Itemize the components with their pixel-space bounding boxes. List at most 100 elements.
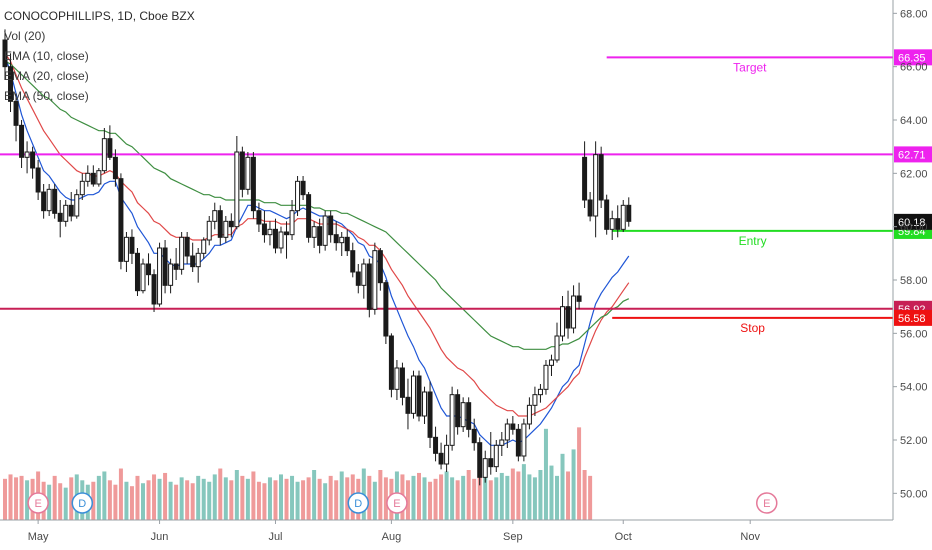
candle-body: [134, 252, 140, 292]
candle-body: [8, 66, 14, 102]
candle-body: [151, 274, 157, 305]
volume-bar: [196, 475, 201, 520]
volume-bar: [152, 474, 157, 520]
candle-body: [250, 156, 256, 212]
candle-body: [372, 250, 378, 310]
candle-body: [620, 204, 626, 230]
candle-body: [30, 151, 36, 169]
volume-bar: [334, 480, 339, 520]
price-tick-label: 52.00: [900, 435, 928, 447]
candle-body: [2, 39, 8, 68]
candle-body: [68, 204, 74, 217]
volume-bar: [218, 468, 223, 520]
candle-body: [190, 255, 196, 268]
level-price-label: 56.58: [898, 313, 926, 325]
volume-bar: [25, 480, 30, 520]
candle-body: [548, 359, 554, 366]
candle-body: [350, 250, 356, 273]
candle-body: [52, 188, 58, 214]
volume-bar: [433, 478, 438, 520]
volume-bar: [113, 484, 118, 520]
level-price-tag: [894, 146, 932, 163]
candle-body: [609, 218, 615, 230]
candle-body: [289, 210, 295, 236]
volume-bar: [417, 472, 421, 520]
legend-title: CONOCOPHILLIPS, 1D, Cboe BZX: [4, 9, 195, 23]
candle-body: [85, 172, 91, 182]
last-price-tag: [894, 213, 932, 230]
candle-body: [74, 194, 80, 217]
volume-bar: [234, 470, 239, 520]
volume-bar: [317, 478, 322, 520]
candle-body: [455, 394, 461, 428]
candle-body: [499, 439, 505, 446]
candle-body: [19, 124, 25, 158]
candle-body: [604, 199, 610, 230]
volume-bar: [538, 470, 543, 520]
legend-line-ema20: EMA (20, close): [4, 69, 89, 83]
candle-body: [582, 156, 588, 201]
candle-body: [267, 228, 273, 236]
candle-body: [339, 236, 345, 244]
candle-body: [184, 236, 190, 257]
candle-body: [510, 423, 516, 430]
candle-body: [422, 391, 428, 417]
candle-body: [96, 170, 102, 185]
time-tick-label: Oct: [615, 531, 632, 543]
candle-body: [565, 306, 571, 329]
candle-body: [504, 423, 510, 441]
candle-body: [388, 335, 394, 390]
volume-bar: [505, 475, 510, 520]
volume-bar: [3, 478, 7, 520]
candle-body: [471, 428, 477, 444]
candle-body: [217, 210, 223, 238]
candle-body: [146, 263, 152, 276]
volume-bar: [543, 428, 548, 520]
volume-bar: [14, 477, 19, 520]
volume-bar: [91, 481, 96, 520]
volume-bar: [549, 465, 554, 520]
candle-body: [179, 236, 185, 270]
time-tick-label: Jul: [268, 531, 282, 543]
volume-bar: [483, 474, 488, 520]
candle-body: [543, 364, 549, 390]
volume-bar: [174, 484, 179, 520]
volume-bar: [405, 480, 410, 520]
price-tick-label: 64.00: [900, 115, 928, 127]
candle-body: [129, 236, 135, 254]
candle-body: [212, 210, 218, 222]
volume-bar: [428, 481, 433, 520]
candle-body: [433, 436, 439, 454]
candle-body: [123, 236, 129, 262]
price-tick-label: 60.00: [900, 222, 928, 234]
candle-body: [63, 204, 69, 222]
candle-body: [477, 442, 483, 478]
dividend-event-icon: [71, 492, 94, 514]
volume-bar: [118, 468, 123, 520]
candle-body: [228, 220, 234, 228]
volume-bar: [19, 475, 24, 520]
candle-body: [554, 335, 560, 361]
volume-bar: [240, 475, 245, 520]
price-tick-label: 62.00: [900, 168, 928, 180]
time-tick-label: May: [28, 531, 49, 543]
price-tick-label: 68.00: [900, 8, 928, 20]
candle-body: [383, 282, 389, 337]
dividend-event-icon: [347, 492, 370, 514]
volume-bar: [532, 477, 537, 520]
volume-bar: [488, 480, 493, 520]
candle-body: [322, 215, 328, 246]
candle-body: [195, 252, 201, 268]
event-label: E: [34, 498, 41, 510]
volume-bar: [411, 475, 416, 520]
volume-bar: [229, 480, 234, 520]
time-tick-label: Nov: [740, 531, 760, 543]
volume-bar: [577, 427, 582, 520]
volume-bar: [290, 475, 295, 520]
earnings-event-icon: [756, 492, 778, 514]
candle-body: [311, 226, 317, 238]
volume-bar: [444, 471, 449, 520]
candle-body: [112, 156, 118, 180]
